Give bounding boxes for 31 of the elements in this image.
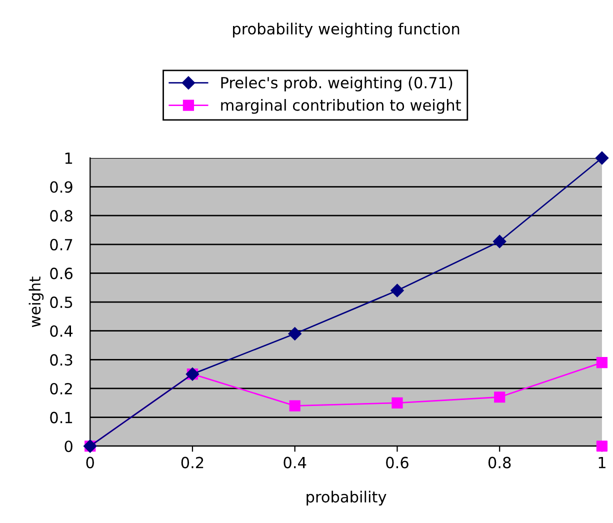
x-tick-label: 0 <box>86 456 94 468</box>
x-tick-label: 1 <box>598 457 606 468</box>
y-tick-label: 0.1 <box>50 412 72 424</box>
x-tick-label: 0.2 <box>181 456 204 468</box>
point <box>596 440 608 452</box>
y-tick-label: 0.6 <box>50 268 72 280</box>
x-tick-label: 0.4 <box>284 456 306 468</box>
y-axis-title: weight <box>28 276 44 328</box>
y-tick-label: 0.7 <box>50 238 72 250</box>
x-tick-label: 0.8 <box>488 456 511 468</box>
point <box>390 284 404 298</box>
chart-title: probability weighting function <box>233 22 460 38</box>
legend-label: marginal contribution to weight <box>221 99 461 114</box>
y-tick-label: 0.3 <box>50 354 72 366</box>
y-tick-label: 0 <box>64 440 72 452</box>
y-tick-label: 0.5 <box>50 296 72 308</box>
y-tick-label: 1 <box>65 152 72 164</box>
point <box>288 327 302 340</box>
point <box>596 356 608 368</box>
x-tick-label: 0.6 <box>386 456 408 468</box>
y-tick-label: 0.9 <box>50 181 72 193</box>
point <box>392 397 403 408</box>
legend-label: Prelec's prob. weighting (0.71) <box>221 76 452 92</box>
y-tick-label: 0.2 <box>50 382 72 395</box>
y-tick-label: 0.8 <box>50 210 72 222</box>
point <box>289 400 300 412</box>
y-tick-label: 0.4 <box>50 325 73 337</box>
point <box>494 392 506 403</box>
point <box>493 234 506 248</box>
point <box>595 151 609 165</box>
x-axis-title: probability <box>306 490 386 506</box>
